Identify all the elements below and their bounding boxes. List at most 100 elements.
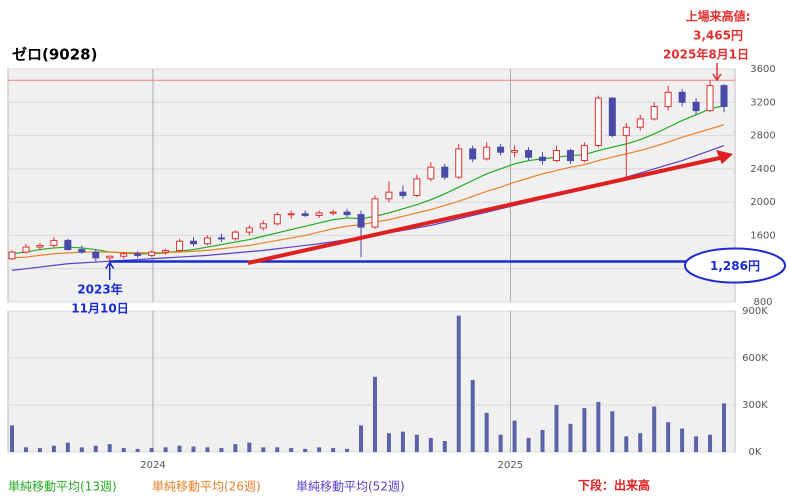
legend-entry: 単純移動平均(52週) <box>296 480 405 494</box>
volume-bar <box>400 431 405 452</box>
low-date: 11月10日 <box>71 302 128 316</box>
candle-body <box>92 251 100 259</box>
volume-bar <box>722 403 726 452</box>
high-label: 3,465円 <box>693 29 743 43</box>
y-tick-label: 2000 <box>750 197 775 208</box>
volume-bar <box>554 405 559 452</box>
volume-tick-label: 300K <box>742 400 768 411</box>
volume-bar <box>526 437 531 452</box>
candle-body <box>176 240 184 251</box>
low-arrow-head <box>105 261 115 269</box>
y-tick-label: 2400 <box>750 164 775 175</box>
volume-bar <box>386 433 391 452</box>
volume-bar <box>428 437 433 452</box>
volume-bar <box>512 420 517 452</box>
candle-body <box>636 118 644 128</box>
volume-bar <box>345 448 350 452</box>
low-label: 1,286円 <box>710 259 760 273</box>
candle-body <box>134 253 142 256</box>
candle-body <box>441 166 449 178</box>
candle-body <box>162 249 170 253</box>
candle-body <box>273 214 281 225</box>
volume-bar <box>414 434 419 452</box>
volume-bar <box>107 444 112 452</box>
candle-body <box>343 211 351 216</box>
volume-bar <box>177 445 182 452</box>
volume-bar <box>708 434 713 452</box>
volume-bar <box>317 447 322 452</box>
volume-bar <box>596 401 601 452</box>
volume-bar <box>484 412 489 452</box>
volume-bar <box>540 430 545 452</box>
candle-body <box>566 150 574 162</box>
volume-bar <box>680 428 685 452</box>
candle-body <box>455 148 463 178</box>
volume-bar <box>303 448 308 452</box>
volume-bar <box>205 447 210 452</box>
ma-line <box>11 124 725 259</box>
volume-bar <box>163 447 168 452</box>
candle-body <box>36 244 44 248</box>
volume-bar <box>37 448 42 452</box>
volume-bar <box>694 436 699 452</box>
candle-body <box>245 227 253 233</box>
volume-panel <box>7 310 736 453</box>
candle-body <box>385 191 393 200</box>
volume-bar <box>23 447 28 452</box>
candle-body <box>706 85 714 112</box>
volume-bar <box>582 408 587 452</box>
legend-entry: 単純移動平均(26週) <box>152 480 261 494</box>
volume-bar <box>247 442 252 452</box>
candle-body <box>78 249 86 253</box>
volume-tick-label: 600K <box>742 353 768 364</box>
volume-bar <box>121 448 126 452</box>
legend-entry: 単純移動平均(13週) <box>8 480 117 494</box>
candle-body <box>483 146 491 160</box>
volume-bar <box>610 411 615 452</box>
volume-bar <box>79 447 84 452</box>
candle-body <box>525 150 533 158</box>
volume-bar <box>10 425 14 452</box>
candle-body <box>539 156 547 162</box>
volume-bar <box>149 448 154 452</box>
candle-body <box>231 231 239 240</box>
volume-tick-label: 0K <box>749 447 762 458</box>
volume-bar <box>456 315 461 452</box>
candle-body <box>622 126 630 137</box>
chart-title: ゼロ(9028) <box>12 46 97 64</box>
trend-arrow <box>716 150 733 164</box>
volume-bar <box>470 379 475 452</box>
candle-body <box>301 213 309 216</box>
volume-bar <box>135 448 140 452</box>
candle-body <box>315 212 323 216</box>
candle-body <box>608 97 616 137</box>
y-tick-label: 800 <box>753 297 772 308</box>
y-tick-label: 1600 <box>750 230 775 241</box>
volume-tick-label: 900K <box>742 306 768 317</box>
volume-bar <box>65 442 70 452</box>
y-tick-label: 2800 <box>750 131 775 142</box>
candle-body <box>650 105 658 120</box>
price-panel <box>7 68 736 303</box>
low-ellipse <box>684 247 786 284</box>
candle-body <box>552 150 560 162</box>
volume-bar <box>498 434 503 452</box>
low-year: 2023年 <box>77 282 122 297</box>
volume-bar <box>624 436 629 452</box>
candle-body <box>189 240 197 245</box>
volume-bar <box>666 422 671 452</box>
candle-body <box>287 213 295 216</box>
trend-line <box>247 155 725 265</box>
candle-body <box>22 246 30 253</box>
candle-body <box>678 91 686 103</box>
volume-bar <box>372 376 377 452</box>
volume-bar <box>442 441 447 452</box>
candle-body <box>64 239 72 251</box>
candle-body <box>371 198 379 228</box>
volume-bar <box>652 406 657 452</box>
x-tick-label: 2024 <box>140 460 165 471</box>
candle-body <box>329 211 337 214</box>
candle-body <box>594 97 602 147</box>
